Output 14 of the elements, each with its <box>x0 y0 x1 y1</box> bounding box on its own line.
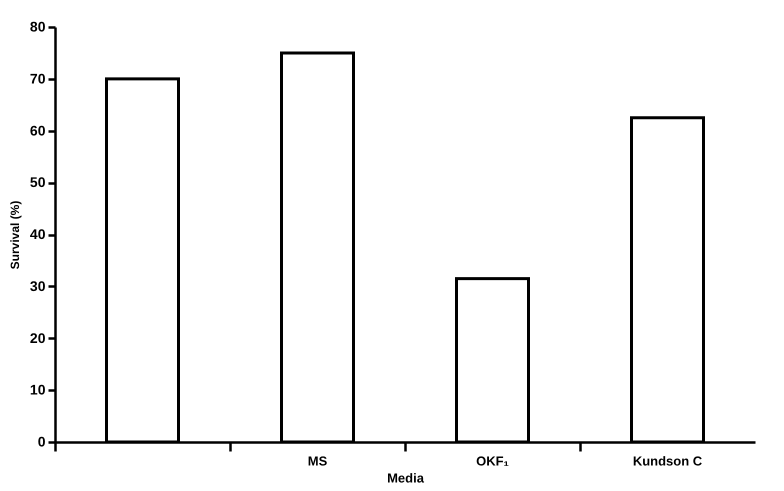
x-tick-label: MS <box>308 454 328 468</box>
y-tick-label: 40 <box>30 226 46 242</box>
y-tick-label: 10 <box>30 382 46 398</box>
y-tick-label: 0 <box>38 434 46 450</box>
x-axis-title: Media <box>387 470 425 486</box>
y-tick-label: 20 <box>30 330 46 346</box>
y-tick-label: 80 <box>30 18 46 34</box>
y-axis-title: Survival (%) <box>8 200 22 270</box>
x-tick-label: Kundson C <box>632 454 703 468</box>
y-tick-label: 60 <box>30 122 46 138</box>
y-tick-label: 70 <box>30 70 46 86</box>
y-tick-label: 50 <box>30 174 46 190</box>
x-tick-label: OKF₁ <box>476 454 509 468</box>
y-tick-label: 30 <box>30 278 46 294</box>
